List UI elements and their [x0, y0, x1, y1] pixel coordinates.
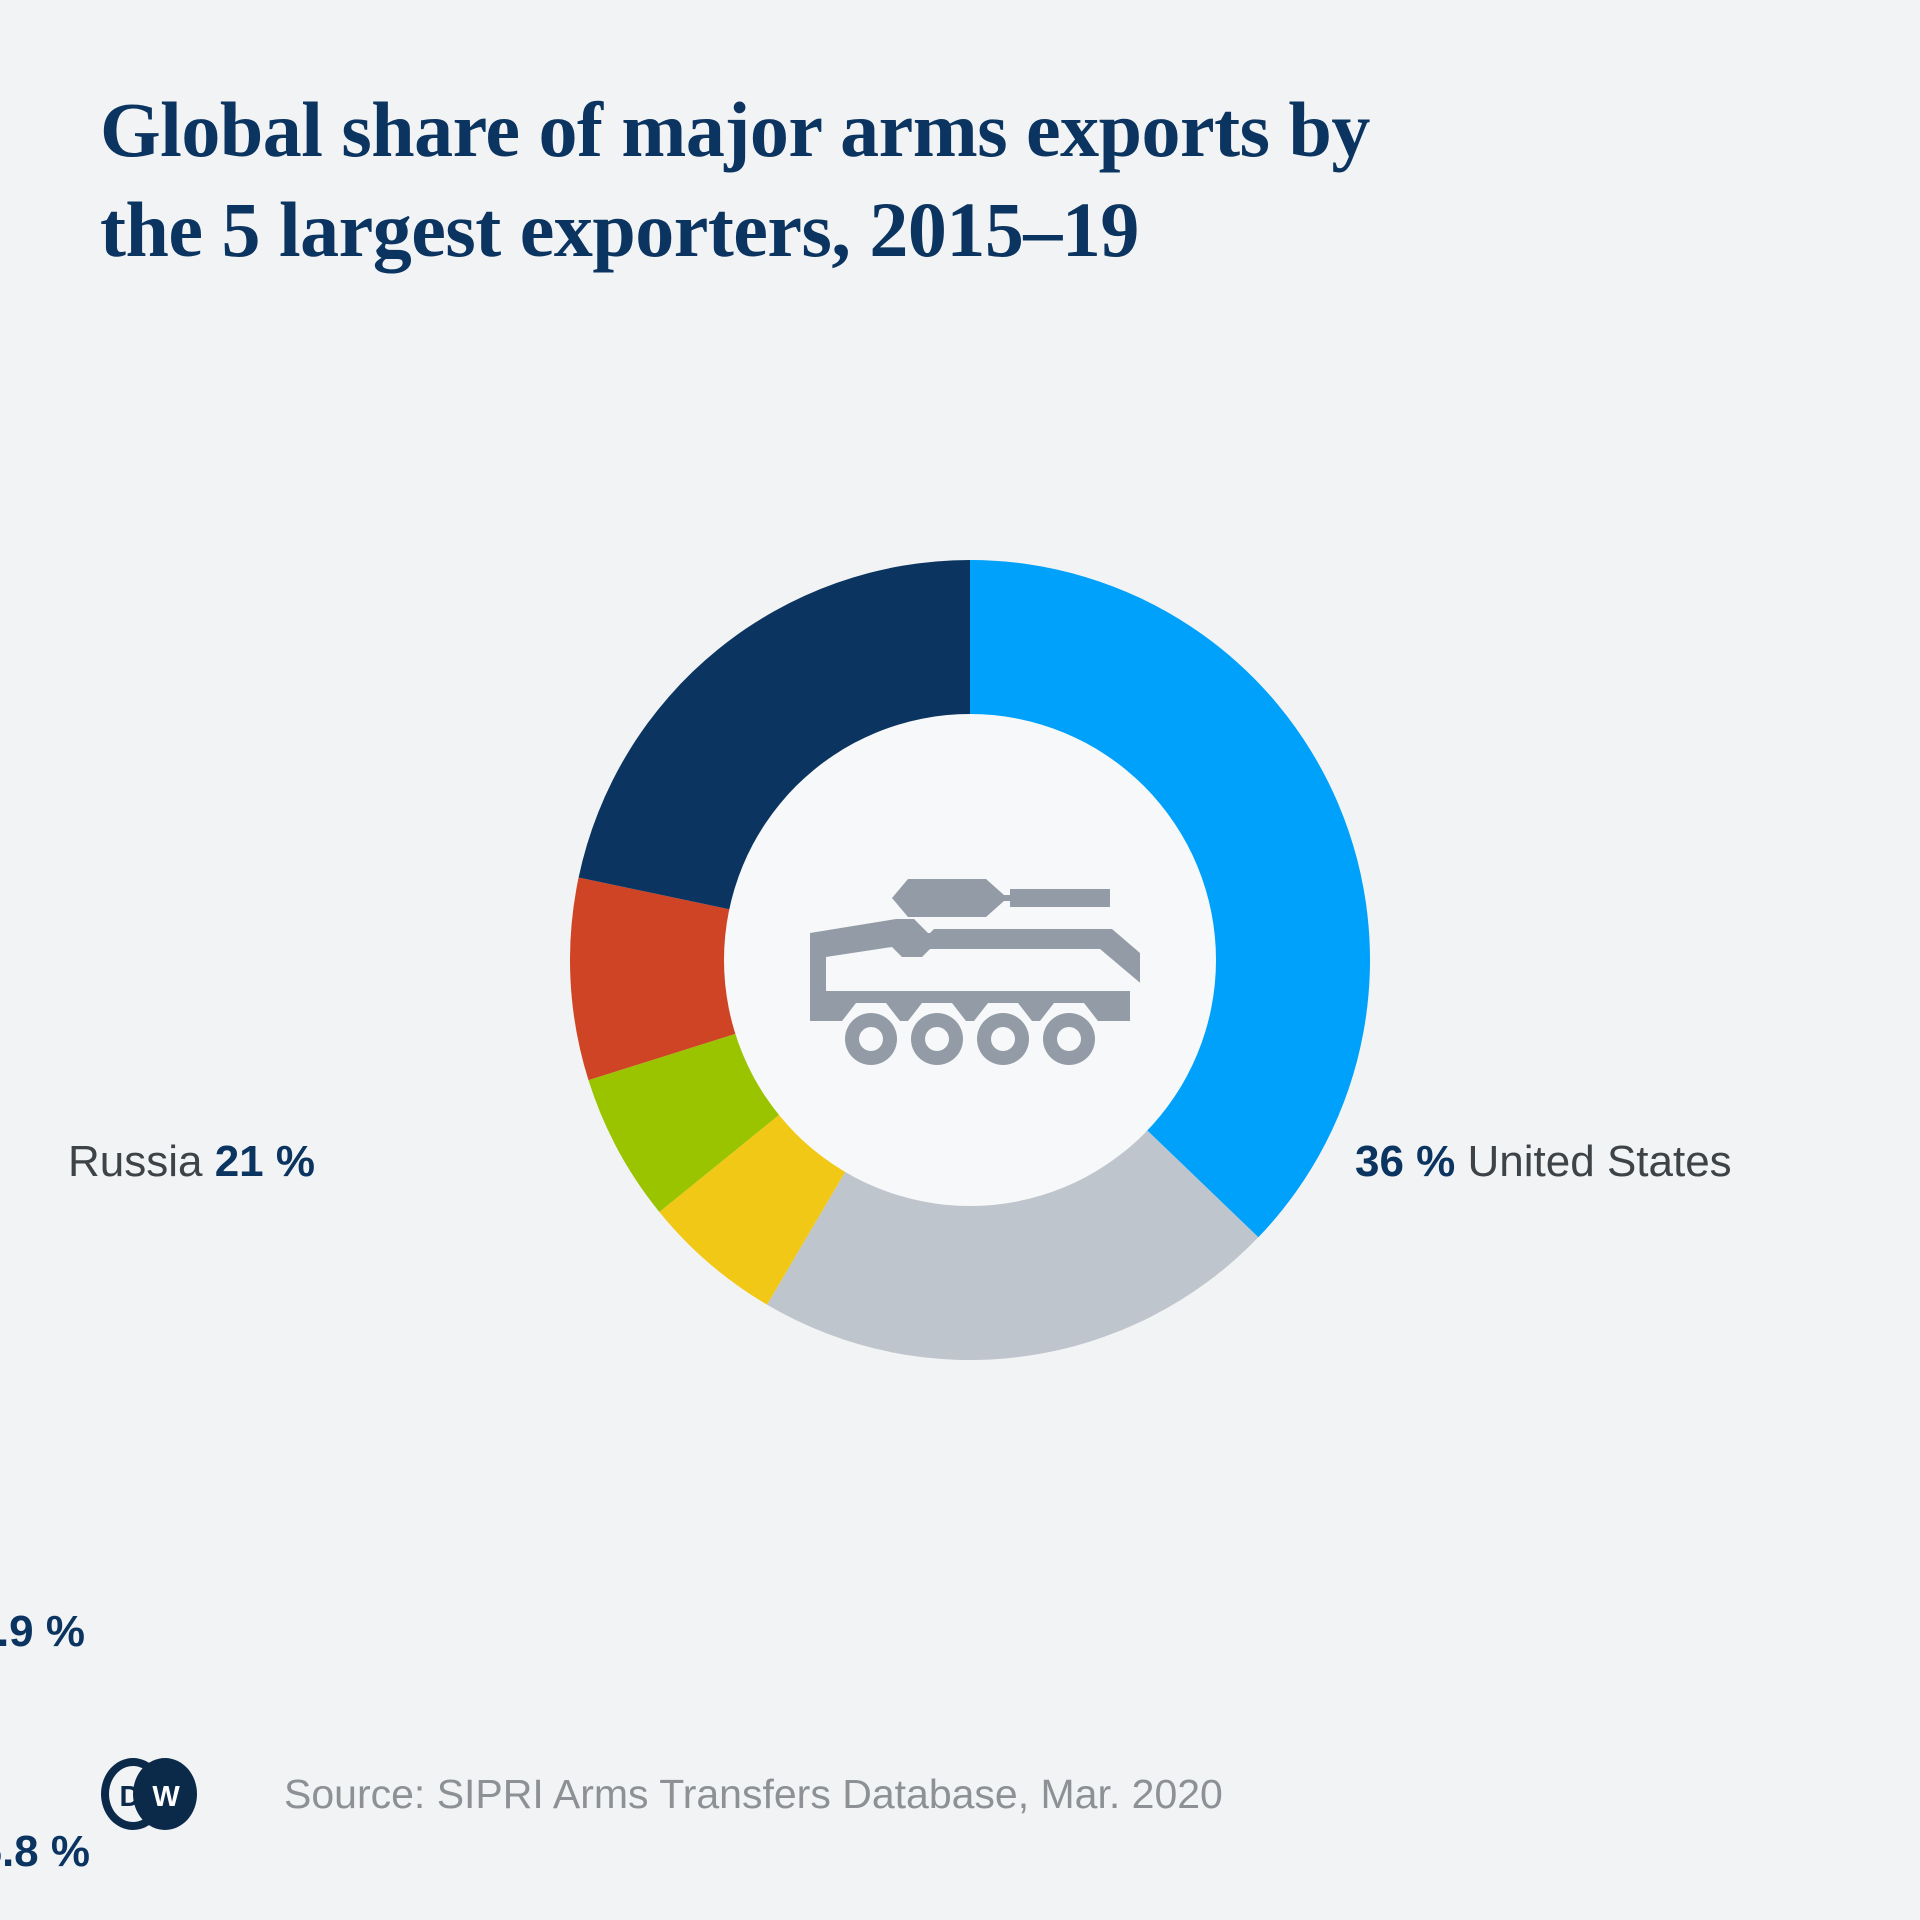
slice-value-united-states: 36 %: [1355, 1137, 1456, 1186]
page-title: Global share of major arms exports by th…: [100, 80, 1800, 280]
title-line-1: Global share of major arms exports by: [100, 86, 1370, 173]
donut-chart: 36 % United States 20.6 % Others Russia …: [0, 540, 1920, 1874]
slice-label-france: France 7.9 %: [0, 1610, 85, 1654]
dw-logo-letter-w: W: [152, 1781, 180, 1813]
slice-name-russia: Russia: [67, 1137, 203, 1186]
slice-name-united-states: United States: [1467, 1137, 1732, 1186]
slice-label-united-states: 36 % United States: [1355, 1140, 1732, 1184]
slice-value-russia: 21 %: [214, 1137, 315, 1186]
tank-icon: [800, 875, 1140, 1065]
slice-value-france: 7.9 %: [0, 1607, 85, 1656]
dw-logo: D W: [101, 1758, 197, 1830]
donut-chart-svg: [570, 560, 1370, 1360]
title-line-2: the 5 largest exporters, 2015–19: [100, 185, 1139, 273]
dw-logo-letter-d: D: [120, 1781, 141, 1813]
donut-hole: [724, 714, 1216, 1206]
slice-value-germany: 5.8 %: [0, 1827, 90, 1876]
slice-label-russia: Russia 21 %: [68, 1140, 315, 1184]
source-text: Source: SIPRI Arms Transfers Database, M…: [284, 1770, 1223, 1817]
slice-label-germany: Germany 5.8 %: [0, 1830, 90, 1874]
footer: D W Source: SIPRI Arms Transfers Databas…: [100, 1758, 1223, 1830]
